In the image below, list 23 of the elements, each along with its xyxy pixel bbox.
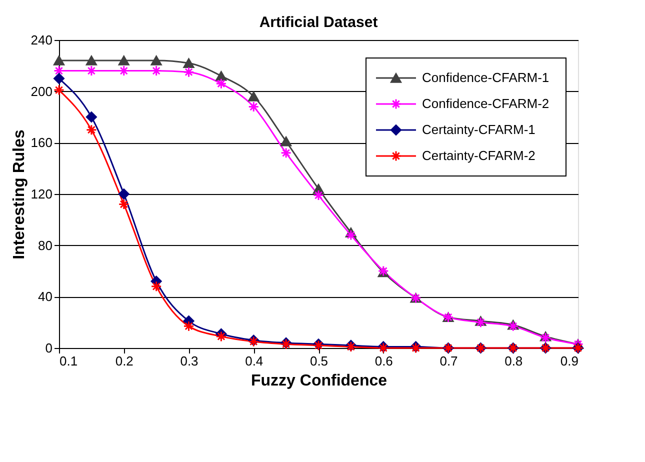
x-tick-label: 0.8: [504, 354, 523, 368]
x-tick-label: 0.5: [310, 354, 328, 368]
x-axis-title: Fuzzy Confidence: [250, 372, 388, 390]
y-tick-label: 240: [30, 32, 52, 48]
x-tick-label: 0.9: [560, 354, 578, 368]
y-axis-title: Interesting Rules: [10, 130, 28, 260]
legend-label: Confidence-CFARM-1: [422, 70, 550, 85]
x-tick-label: 0.6: [374, 354, 393, 368]
y-tick-label: 80: [38, 238, 52, 253]
x-tick-label: 0.3: [180, 354, 198, 368]
x-tick-label: 0.4: [245, 354, 264, 368]
y-tick-label: 40: [38, 289, 52, 304]
legend-label: Confidence-CFARM-2: [422, 96, 550, 111]
x-tick-label: 0.2: [115, 354, 134, 368]
y-tick-label: 120: [30, 186, 52, 202]
legend-label: Certainty-CFARM-1: [422, 122, 536, 137]
y-tick-label: 200: [30, 84, 52, 99]
chart-title: Artificial Dataset: [259, 14, 378, 31]
x-tick-label: 0.7: [440, 354, 458, 368]
y-tick-label: 0: [45, 340, 52, 356]
x-tick-label: 0.1: [60, 354, 78, 368]
y-tick-label: 160: [30, 135, 52, 150]
legend-label: Certainty-CFARM-2: [422, 148, 536, 163]
